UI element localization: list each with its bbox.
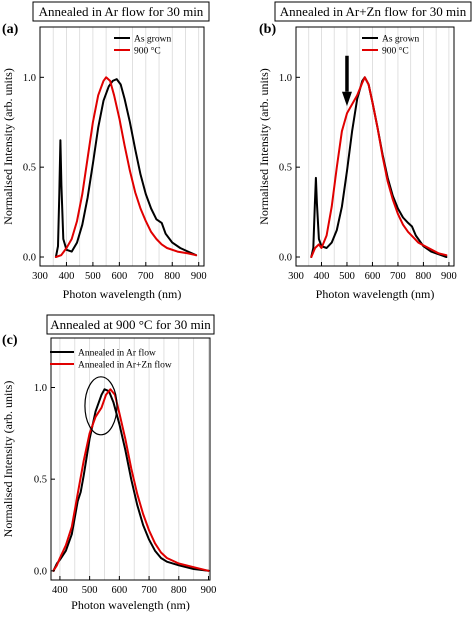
x-tick-label: 800	[416, 271, 432, 282]
x-tick-label: 800	[164, 271, 180, 282]
y-tick-label: 0.0	[23, 253, 36, 264]
x-tick-label: 400	[52, 585, 68, 596]
y-axis-label: Normalised Intensity (arb. units)	[1, 68, 15, 225]
x-tick-label: 500	[339, 271, 355, 282]
x-tick-label: 300	[288, 271, 304, 282]
panel-title-box	[274, 1, 472, 22]
x-tick-label: 900	[441, 271, 457, 282]
x-tick-label: 800	[171, 585, 187, 596]
legend-label: Annealed in Ar flow	[78, 348, 156, 359]
panel-label: (b)	[259, 22, 276, 37]
series-line-1	[52, 388, 210, 572]
highlight-ellipse	[84, 376, 118, 436]
panel-title: Annealed in Ar flow for 30 min	[39, 4, 204, 19]
panel-label: (c)	[2, 333, 18, 348]
y-tick-label: 0.0	[279, 253, 292, 264]
x-tick-label: 700	[390, 271, 406, 282]
plot-frame	[295, 26, 455, 267]
x-tick-label: 600	[365, 271, 381, 282]
y-tick-label: 1.0	[279, 73, 292, 84]
x-tick-label: 600	[111, 271, 127, 282]
x-axis-label: Photon wavelength (nm)	[63, 287, 182, 301]
x-tick-label: 400	[314, 271, 330, 282]
panel-b: Annealed in Ar+Zn flow for 30 min (b) 300 4…	[257, 1, 472, 301]
panel-title: Annealed in Ar+Zn flow for 30 min	[280, 4, 467, 19]
y-tick-label: 0.0	[34, 566, 47, 577]
x-tick-label: 900	[201, 585, 217, 596]
y-tick-label: 0.5	[279, 163, 292, 174]
x-tick-label: 600	[111, 585, 127, 596]
legend-label: As grown	[134, 35, 171, 45]
panel-title-box	[46, 314, 215, 335]
x-tick-label: 300	[32, 271, 48, 282]
x-tick-label: 700	[141, 585, 157, 596]
y-tick-label: 1.0	[23, 73, 36, 84]
panel-c: Annealed at 900 °C for 30 min (c) 400 500 60…	[1, 314, 217, 612]
y-axis-label: Normalised Intensity (arb. units)	[1, 381, 15, 538]
y-tick-label: 0.5	[23, 163, 36, 174]
x-axis-label: Photon wavelength (nm)	[316, 287, 435, 301]
x-tick-label: 400	[59, 271, 75, 282]
x-tick-label: 500	[85, 271, 101, 282]
plot-frame	[50, 337, 211, 581]
x-axis-label: Photon wavelength (nm)	[71, 598, 190, 612]
x-tick-label: 700	[138, 271, 154, 282]
plot-frame	[39, 26, 205, 267]
panel-a: Annealed in Ar flow for 30 min (a) 300 400 5…	[1, 1, 210, 301]
x-tick-label: 900	[191, 271, 207, 282]
legend-label: 900 °C	[382, 46, 409, 57]
arrow-icon	[341, 91, 352, 107]
x-tick-label: 500	[82, 585, 98, 596]
legend-label: Annealed in Ar+Zn flow	[78, 360, 172, 371]
series-line-1	[54, 78, 198, 258]
panel-title-box	[32, 1, 210, 22]
legend-label: 900 °C	[134, 46, 161, 57]
series-line-2	[52, 388, 210, 572]
series-line-2	[54, 76, 198, 258]
legend-label: As grown	[382, 35, 419, 45]
y-tick-label: 0.5	[34, 475, 47, 486]
panel-label: (a)	[2, 22, 19, 37]
series-line-2	[310, 76, 448, 258]
y-tick-label: 1.0	[34, 383, 47, 394]
y-axis-label: Normalised Intensity (arb. units)	[257, 68, 271, 225]
panel-title: Annealed at 900 °C for 30 min	[50, 317, 211, 332]
series-line-1	[310, 76, 448, 258]
